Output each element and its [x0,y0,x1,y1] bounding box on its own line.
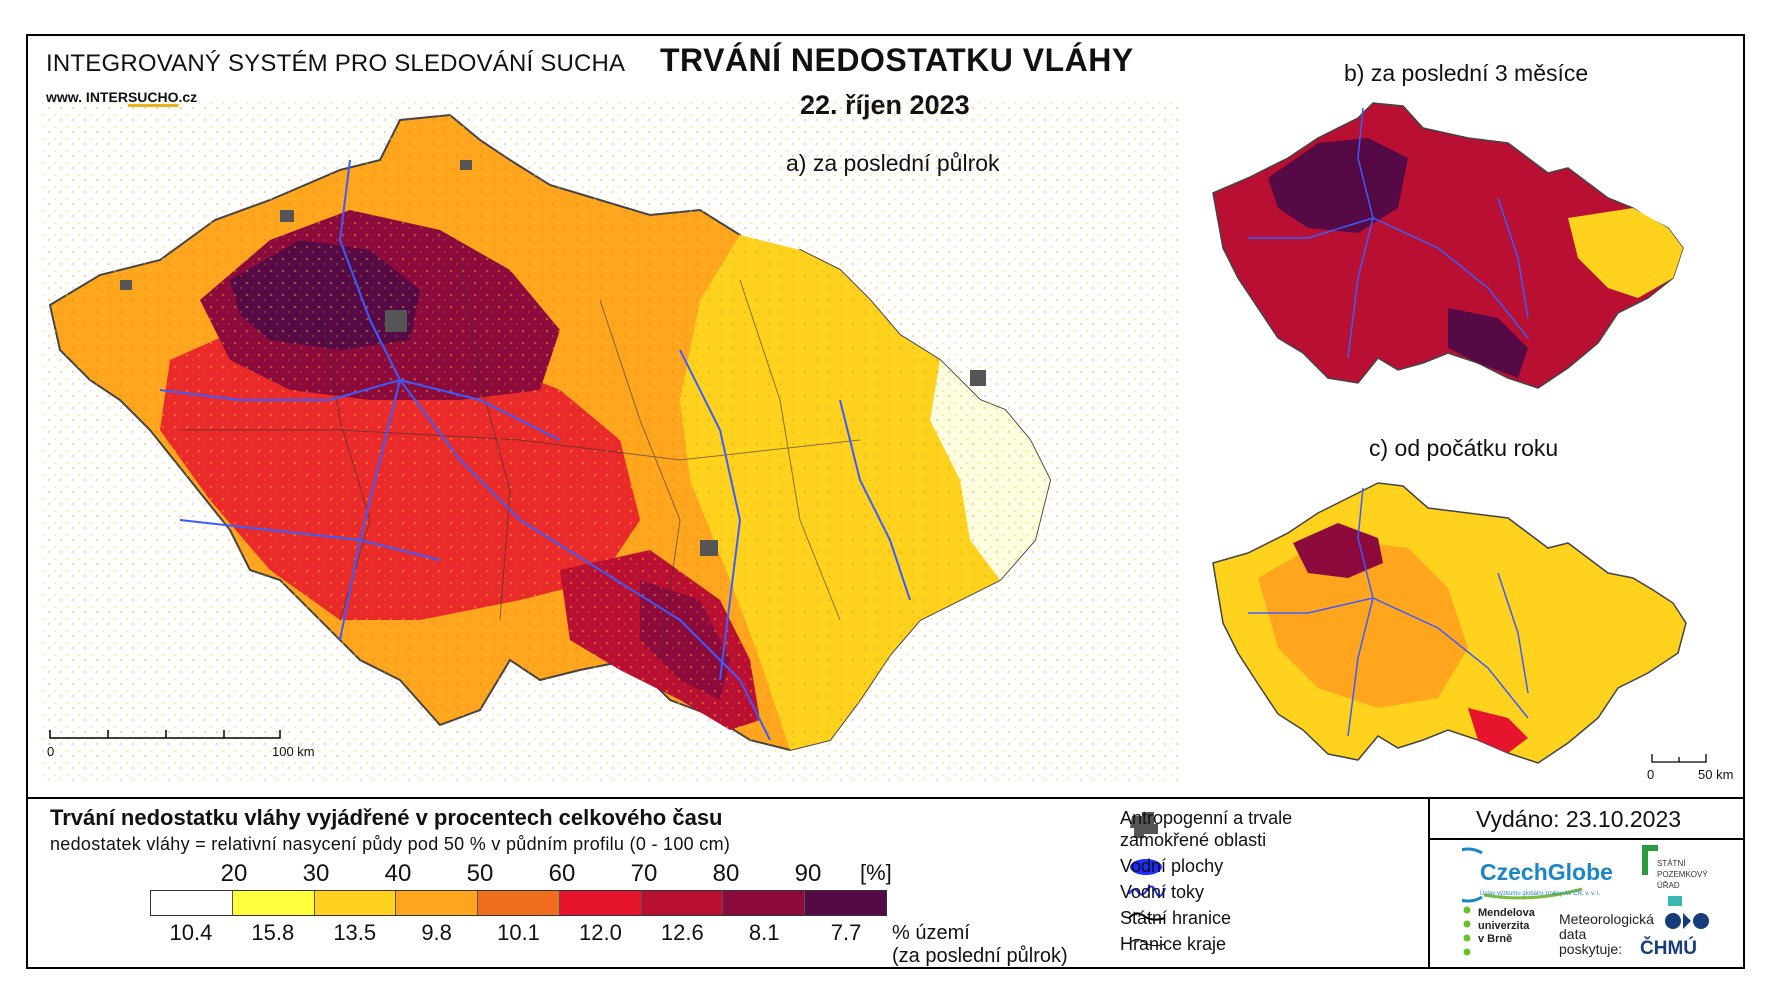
legend-thresholds: 20 30 40 50 60 70 80 90 [%] [150,860,892,888]
chmu-logo: ČHMÚ [1640,938,1697,959]
legend-unit: [%] [860,860,892,885]
red-zone-c-south [1468,708,1528,753]
threshold-label: 70 [630,860,658,887]
purple-zone-b-north [1268,138,1408,233]
scale-a-end: 100 km [272,744,315,759]
region-border-icon [1128,938,1166,947]
czechglobe-logo: CzechGlobe [1480,859,1613,885]
color-swatch [478,891,560,915]
map-c-label: c) od počátku roku [1369,435,1559,461]
color-swatch [723,891,806,915]
darkred-zone-c-north [1293,523,1383,578]
color-swatch [232,891,315,915]
threshold-label: 50 [466,860,494,887]
mendel-logo: Mendelova univerzita v Brně [1478,907,1535,946]
color-swatch [396,891,479,915]
color-swatch [641,891,724,915]
yellow-zone-b-east [1568,208,1683,298]
area-percentage: 8.1 [748,920,780,945]
spu-line: POZEMKOVÝ [1657,870,1708,879]
mendel-line: v Brně [1478,933,1513,945]
color-swatch [805,891,887,915]
purple-zone-b-south [1448,308,1528,378]
spu-logo-icon [1642,845,1658,875]
footer-divider [1428,797,1430,969]
speckle-texture-a [40,100,1180,780]
legend-state-border: Státní hranice [1120,908,1232,928]
mendel-line: univerzita [1478,920,1530,932]
spu-line: STÁTNÍ [1657,859,1686,868]
share-label: % území [892,922,970,944]
region-borders-a [180,259,861,661]
mendel-line: Mendelova [1478,907,1535,919]
legend-water-bodies: Vodní plochy [1120,856,1224,876]
rivers-a [159,159,911,741]
legend-divider [26,797,1745,799]
orange-zone-c [1258,538,1468,708]
scale-c-start: 0 [1647,767,1655,782]
legend-water-courses: Vodní toky [1120,882,1205,902]
issued-divider [1428,838,1745,840]
threshold-label: 60 [548,860,576,887]
inset-map-c [1212,482,1687,764]
area-percentage: 10.4 [169,920,213,945]
legend-region-border: Hranice kraje [1120,934,1227,954]
urban-areas-a [120,160,986,556]
legend-anthropogenic-2: zamokřené oblasti [1120,830,1267,850]
scale-a-start: 0 [47,744,55,759]
area-percentage: 12.6 [660,920,704,945]
area-percentage: 13.5 [333,920,377,945]
color-swatch [314,891,397,915]
spu-logo: STÁTNÍ POZEMKOVÝ ÚŘAD [1657,858,1708,891]
scale-bar-c [1651,754,1707,763]
meteo-line: Meteorologická [1559,911,1654,927]
main-title: TRVÁNÍ NEDOSTATKU VLÁHY [660,42,1134,78]
area-percentage: 12.0 [578,920,622,945]
meteo-line: poskytuje: [1559,941,1623,957]
legend-subtitle: nedostatek vláhy = relativní nasycení pů… [50,834,731,854]
threshold-label: 30 [302,860,330,887]
legend-colorbar [150,890,887,916]
rivers-c [1248,487,1529,737]
issued-date: Vydáno: 23.10.2023 [1476,806,1682,832]
chmu-logo-icon [1665,913,1709,929]
threshold-label: 90 [794,860,822,887]
spu-line: ÚŘAD [1657,881,1680,890]
threshold-label: 20 [220,860,248,887]
state-border-icon [1128,912,1166,921]
area-percentage: 15.8 [251,920,295,945]
spu-mark-icon [1668,896,1682,906]
color-swatch [559,891,642,915]
czechglobe-subtitle: Ústav výzkumu globální změny AV ČR, v. v… [1480,891,1601,897]
legend-percentages: 10.4 15.8 13.5 9.8 10.1 12.0 12.6 8.1 7.… [150,920,887,946]
inset-map-b [1212,102,1684,389]
mendel-dots-icon [1463,906,1471,956]
meteo-data-label: Meteorologická data poskytuje: [1559,912,1654,957]
main-map-a [40,100,1180,780]
area-percentage: 10.1 [497,920,540,945]
map-b-label: b) za poslední 3 měsíce [1344,60,1589,86]
scale-bar-a [49,730,281,739]
threshold-label: 80 [712,860,740,887]
scale-c-end: 50 km [1698,767,1734,782]
area-percentage: 9.8 [421,920,452,945]
legend-title: Trvání nedostatku vláhy vyjádřené v proc… [50,805,723,830]
czechglobe-logo-icon [1462,847,1583,903]
anthropogenic-area-icon [1130,812,1158,838]
water-course-icon [1128,885,1166,898]
threshold-label: 40 [384,860,412,887]
area-percentage: 7.7 [830,920,862,945]
rivers-b [1248,107,1529,359]
legend-anthropogenic: Antropogenní a trvale [1120,808,1293,828]
meteo-line: data [1559,926,1587,942]
map-a-label: a) za poslední půlrok [786,150,1000,176]
system-title: INTEGROVANÝ SYSTÉM PRO SLEDOVÁNÍ SUCHA [46,50,626,77]
share-period: (za poslední půlrok) [892,945,1068,967]
water-body-icon [1130,859,1162,875]
color-swatch [151,891,233,915]
